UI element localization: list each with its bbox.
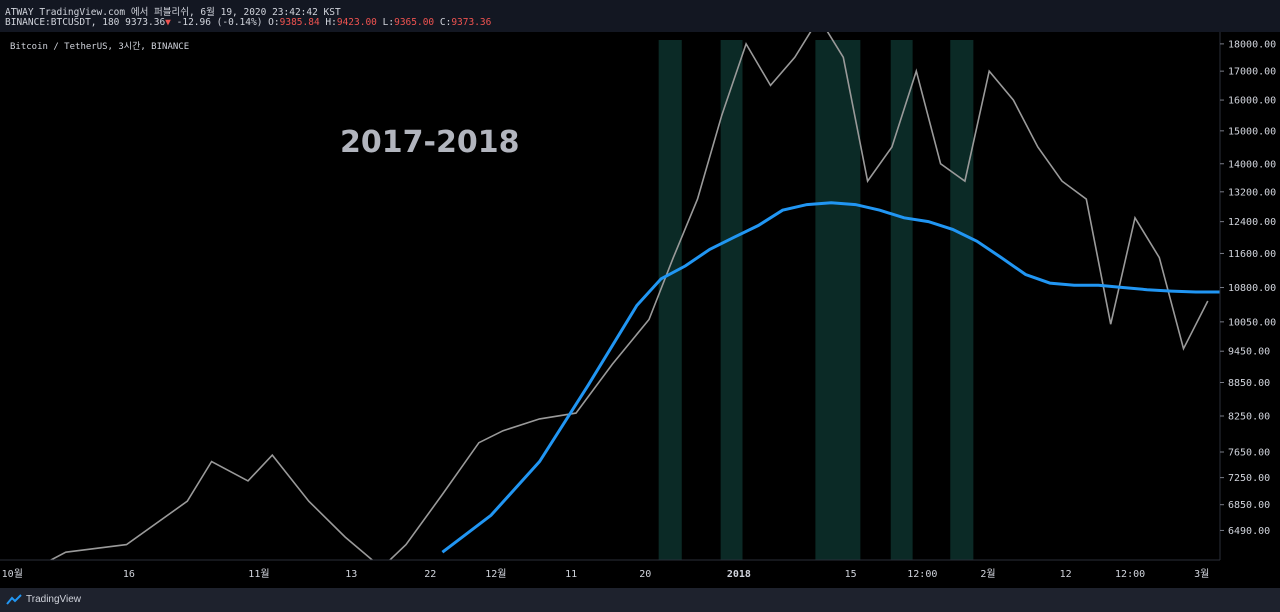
price-change: -12.96 (-0.14%) bbox=[176, 17, 263, 28]
y-tick-label-17: 6490.00 bbox=[1228, 526, 1270, 537]
low-value: 9365.00 bbox=[394, 17, 435, 28]
brand-label: TradingView bbox=[26, 594, 82, 605]
chart-title: Bitcoin / TetherUS, 3시간, BINANCE bbox=[10, 41, 189, 52]
highlight-band-5 bbox=[950, 40, 974, 560]
moving-average-line bbox=[441, 201, 1220, 554]
y-tick-label-6: 13200.00 bbox=[1228, 187, 1276, 198]
close-value: 9373.36 bbox=[451, 17, 492, 28]
low-label: L: bbox=[382, 17, 395, 28]
y-tick-label-5: 14000.00 bbox=[1228, 159, 1276, 170]
high-label: H: bbox=[325, 17, 337, 28]
x-tick-label-8: 20 bbox=[639, 569, 651, 580]
y-tick-label-9: 10800.00 bbox=[1228, 283, 1276, 294]
x-tick-label-14: 12:00 bbox=[1115, 569, 1145, 580]
price-series-line bbox=[49, 32, 1209, 560]
y-tick-label-7: 12400.00 bbox=[1228, 217, 1276, 228]
highlight-band-4 bbox=[890, 40, 913, 560]
x-tick-label-6: 12월 bbox=[485, 568, 506, 580]
last-price: 9373.36 bbox=[125, 17, 166, 28]
highlight-band-2 bbox=[720, 40, 743, 560]
x-tick-label-1: 10월 bbox=[2, 568, 23, 580]
y-tick-label-1: 18000.00 bbox=[1228, 39, 1276, 50]
symbol-label: BINANCE:BTCUSDT, 180 bbox=[5, 17, 120, 28]
x-tick-label-2: 16 bbox=[123, 569, 135, 580]
x-tick-label-5: 22 bbox=[424, 569, 436, 580]
open-label: O: bbox=[268, 17, 280, 28]
x-tick-label-10: 15 bbox=[845, 569, 857, 580]
highlight-band-3 bbox=[815, 40, 861, 560]
chart-header: ATWAY TradingView.com 에서 퍼블리쉬, 6월 19, 20… bbox=[0, 0, 1280, 32]
x-tick-label-3: 11월 bbox=[248, 568, 269, 580]
high-value: 9423.00 bbox=[336, 17, 377, 28]
y-tick-label-11: 9450.00 bbox=[1228, 347, 1270, 358]
ohlc-readout: BINANCE:BTCUSDT, 180 9373.36▼ -12.96 (-0… bbox=[5, 17, 491, 28]
tradingview-logo-icon bbox=[6, 594, 22, 605]
footer-bar: TradingView bbox=[0, 588, 1280, 612]
down-arrow-icon: ▼ bbox=[165, 17, 171, 28]
x-tick-label-13: 12 bbox=[1060, 569, 1072, 580]
x-tick-label-4: 13 bbox=[345, 569, 357, 580]
x-tick-label-12: 2월 bbox=[980, 568, 995, 580]
plot-background bbox=[0, 32, 1280, 588]
y-tick-label-8: 11600.00 bbox=[1228, 249, 1276, 260]
publish-info: ATWAY TradingView.com 에서 퍼블리쉬, 6월 19, 20… bbox=[5, 7, 341, 18]
y-tick-label-16: 6850.00 bbox=[1228, 500, 1270, 511]
x-tick-label-7: 11 bbox=[565, 569, 577, 580]
y-tick-label-3: 16000.00 bbox=[1228, 96, 1276, 107]
y-tick-label-15: 7250.00 bbox=[1228, 473, 1270, 484]
y-tick-label-2: 17000.00 bbox=[1228, 67, 1276, 78]
y-tick-label-4: 15000.00 bbox=[1228, 126, 1276, 137]
y-tick-label-13: 8250.00 bbox=[1228, 411, 1270, 422]
open-value: 9385.84 bbox=[279, 17, 320, 28]
y-tick-label-10: 10050.00 bbox=[1228, 317, 1276, 328]
y-tick-label-14: 7650.00 bbox=[1228, 448, 1270, 459]
x-tick-label-15: 3월 bbox=[1194, 568, 1209, 580]
y-tick-label-12: 8850.00 bbox=[1228, 378, 1270, 389]
price-chart[interactable]: 18000.00 17000.00 16000.00 15000.00 14000.00… bbox=[0, 32, 1280, 588]
x-tick-label-11: 12:00 bbox=[907, 569, 937, 580]
chart-annotation: 2017-2018 bbox=[340, 125, 519, 160]
highlight-band-1 bbox=[658, 40, 682, 560]
close-label: C: bbox=[439, 17, 452, 28]
x-tick-label-9: 2018 bbox=[727, 569, 751, 580]
